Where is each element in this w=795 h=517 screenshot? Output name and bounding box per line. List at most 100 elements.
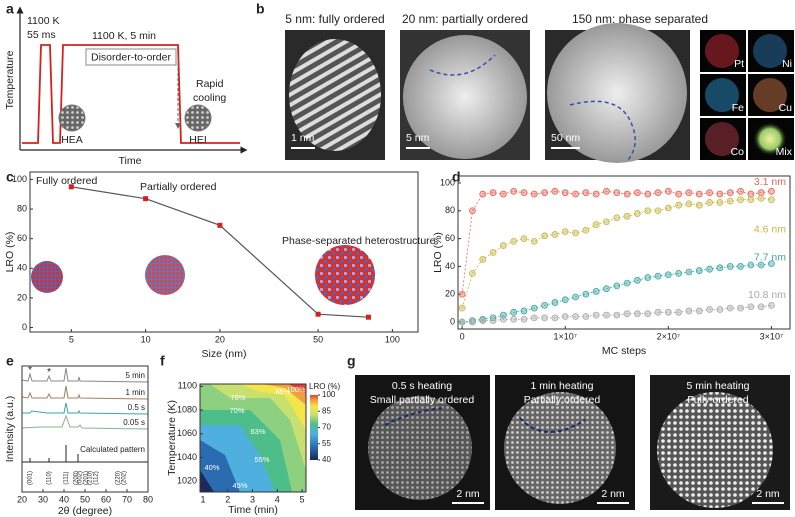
plot-frame — [29, 171, 419, 333]
panel-b: 5 nm: fully ordered 20 nm: partially ord… — [285, 12, 794, 163]
contour-region — [262, 384, 306, 405]
x-tick-label: 100 — [385, 334, 400, 344]
x-tick-label: 70 — [122, 494, 132, 504]
reflection-label: (001) — [28, 471, 34, 485]
y-tick-label: 0 — [450, 316, 455, 326]
particle — [368, 396, 472, 500]
series-label: 4.6 nm — [754, 223, 786, 235]
data-point — [561, 296, 569, 304]
y-tick-label: 40 — [445, 261, 455, 271]
panel-d: 0 1×10⁷ 2×10⁷ 3×10⁷ 0 20 40 60 80 100 MC steps LRO … — [432, 175, 791, 357]
data-point — [623, 190, 631, 198]
data-point — [217, 222, 223, 228]
data-point — [458, 304, 466, 312]
data-point — [613, 189, 621, 197]
reflection-label: (220) — [116, 471, 122, 485]
panel-e: 20 30 40 50 60 70 80 2θ (degree) Intensity (a.u.… — [4, 364, 153, 517]
label: HEI — [189, 134, 207, 146]
lattice-model — [145, 255, 185, 295]
peak-marker: * — [28, 364, 32, 376]
particle — [504, 392, 616, 504]
label: Disorder-to-order — [91, 51, 171, 63]
panel-label: g — [347, 353, 356, 369]
data-point — [572, 293, 579, 301]
colorbar-label: 55 — [322, 439, 331, 448]
data-point — [654, 189, 662, 197]
data-point — [561, 228, 569, 236]
data-point — [592, 190, 600, 198]
element-map — [748, 74, 794, 116]
data-point — [716, 264, 724, 272]
data-point — [726, 263, 734, 270]
panel-g: 0.5 s heating Small partially ordered 1 … — [355, 375, 790, 510]
data-point — [592, 221, 600, 229]
data-point — [541, 301, 549, 309]
data-point — [737, 304, 744, 312]
data-point — [747, 190, 755, 198]
colorbar — [310, 395, 318, 460]
x-tick-label: 3×10⁷ — [760, 331, 784, 341]
boundary — [429, 54, 496, 76]
plot-frame — [457, 175, 791, 330]
data-point — [675, 201, 683, 209]
reflection-label: (110) — [47, 471, 53, 485]
reflection-label: (201) — [84, 471, 90, 485]
x-tick-label: 0 — [460, 331, 465, 341]
y-tick-label: 60 — [445, 233, 455, 243]
data-point — [613, 282, 621, 290]
panel-label: a — [6, 1, 14, 17]
contour-label: 40% — [204, 463, 219, 472]
pattern-curve — [22, 445, 148, 463]
x-tick-label: 50 — [80, 494, 90, 504]
data-point — [613, 311, 621, 319]
boundary — [519, 417, 586, 433]
element-signal — [753, 78, 787, 112]
lattice-model — [31, 261, 63, 293]
data-point — [499, 190, 507, 198]
data-point — [695, 201, 703, 209]
contour-label: 100% — [286, 385, 306, 394]
data-point — [572, 229, 579, 237]
x-tick-label: 4 — [275, 494, 280, 504]
data-point — [530, 237, 538, 245]
image-title: 20 nm: partially ordered — [402, 12, 528, 26]
pattern-curve — [21, 367, 149, 383]
data-point — [654, 308, 662, 316]
data-point — [685, 307, 693, 315]
label: Rapid — [196, 78, 224, 90]
x-tick-label: 20 — [17, 494, 27, 504]
contour-label: 55% — [254, 455, 269, 464]
element-map — [700, 118, 746, 160]
data-point — [757, 189, 765, 197]
data-point — [510, 315, 518, 323]
data-point — [365, 314, 371, 320]
panel-label: b — [256, 1, 265, 17]
annotation: Fully ordered — [36, 175, 97, 187]
x-tick-label: 40 — [59, 494, 69, 504]
label: HEA — [61, 134, 83, 146]
particle — [289, 39, 381, 151]
y-axis-label: Temperature (K) — [166, 400, 178, 476]
reflection-label: (200) — [74, 471, 80, 485]
data-point — [613, 214, 621, 222]
pattern-curve — [21, 414, 149, 430]
data-point — [716, 199, 724, 206]
element-label: Co — [731, 146, 745, 158]
data-point — [664, 187, 672, 195]
data-point — [747, 196, 755, 204]
data-point — [768, 196, 775, 204]
data-point — [654, 207, 662, 215]
y-axis-label: LRO (%) — [4, 232, 16, 273]
colorbar-label: 85 — [322, 406, 331, 415]
data-point — [706, 265, 713, 273]
label: 55 ms — [27, 29, 56, 41]
data-point — [315, 311, 321, 317]
element-label: Cu — [779, 102, 793, 114]
y-tick-label: 0 — [22, 322, 27, 332]
colorbar-title: LRO (%) — [309, 382, 340, 391]
element-signal — [705, 78, 739, 112]
element-map — [748, 30, 794, 72]
scale-label: 2 nm — [456, 488, 480, 500]
data-point — [143, 196, 149, 202]
